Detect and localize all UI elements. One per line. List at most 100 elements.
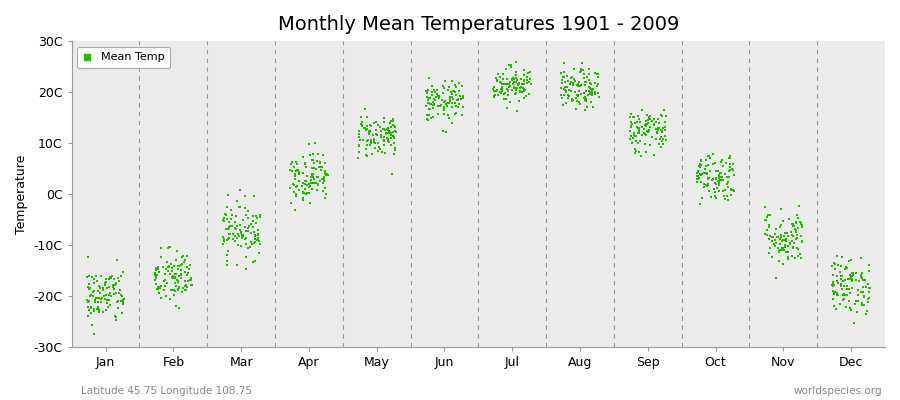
Point [352, 134, 366, 140]
Point [850, 309, 864, 316]
Point [148, 272, 163, 279]
Point [712, 172, 726, 178]
Point [507, 85, 521, 92]
Point [712, 182, 726, 188]
Point [642, 127, 656, 133]
Point [94, 298, 109, 305]
Point [318, 185, 332, 191]
Point [451, 97, 465, 103]
Point [357, 106, 372, 112]
Point [649, 136, 663, 142]
Point [361, 136, 375, 143]
Point [572, 99, 586, 105]
Point [708, 174, 723, 181]
Point [492, 88, 507, 95]
Point [768, 237, 782, 244]
Point [369, 131, 383, 138]
Point [86, 331, 101, 337]
Point [152, 283, 166, 290]
Point [169, 256, 184, 263]
Point [775, 238, 789, 245]
Point [643, 114, 657, 120]
Point [726, 166, 741, 173]
Point [633, 138, 647, 144]
Point [783, 240, 797, 247]
Point [494, 90, 508, 96]
Point [230, 197, 244, 204]
Point [295, 154, 310, 160]
Point [724, 166, 739, 172]
Point [697, 180, 711, 187]
Point [421, 95, 436, 102]
Point [81, 304, 95, 311]
Point [491, 77, 505, 83]
Point [639, 149, 653, 155]
Point [352, 128, 366, 134]
Point [181, 270, 195, 276]
Point [578, 82, 592, 88]
Point [154, 244, 168, 251]
Point [383, 130, 398, 137]
Point [111, 305, 125, 312]
Point [150, 272, 165, 278]
Point [439, 103, 454, 109]
Point [252, 250, 266, 256]
Point [625, 123, 639, 129]
Point [245, 241, 259, 247]
Text: worldspecies.org: worldspecies.org [794, 386, 882, 396]
Point [302, 140, 316, 147]
Point [109, 280, 123, 287]
Point [232, 187, 247, 193]
Point [319, 191, 333, 197]
Point [585, 90, 599, 96]
Text: Latitude 45.75 Longitude 108.75: Latitude 45.75 Longitude 108.75 [81, 386, 252, 396]
Point [573, 101, 588, 107]
Point [91, 305, 105, 312]
Point [158, 266, 173, 272]
Point [559, 88, 573, 95]
Point [353, 136, 367, 143]
Title: Monthly Mean Temperatures 1901 - 2009: Monthly Mean Temperatures 1901 - 2009 [278, 15, 679, 34]
Point [518, 93, 533, 100]
Point [289, 191, 303, 197]
Point [646, 152, 661, 159]
Point [631, 113, 645, 120]
Point [487, 84, 501, 90]
Point [287, 173, 302, 179]
Point [500, 87, 515, 93]
Point [431, 93, 446, 99]
Point [631, 140, 645, 146]
Point [93, 290, 107, 297]
Point [220, 225, 235, 232]
Point [249, 220, 264, 226]
Point [436, 90, 450, 97]
Point [769, 226, 783, 232]
Point [284, 161, 299, 168]
Point [148, 281, 163, 287]
Point [689, 173, 704, 180]
Point [772, 236, 787, 243]
Point [712, 173, 726, 179]
Point [354, 121, 368, 128]
Point [298, 178, 312, 184]
Point [640, 112, 654, 118]
Point [644, 118, 659, 124]
Point [423, 101, 437, 107]
Point [862, 294, 877, 301]
Point [700, 182, 715, 188]
Point [371, 122, 385, 128]
Point [850, 292, 865, 299]
Point [426, 98, 440, 105]
Point [215, 234, 230, 240]
Point [290, 167, 304, 173]
Point [109, 313, 123, 320]
Point [652, 120, 666, 126]
Point [153, 282, 167, 289]
Point [853, 254, 868, 261]
Point [514, 76, 528, 83]
Point [441, 112, 455, 119]
Point [298, 160, 312, 167]
Point [693, 164, 707, 170]
Point [499, 96, 513, 102]
Point [709, 195, 724, 202]
